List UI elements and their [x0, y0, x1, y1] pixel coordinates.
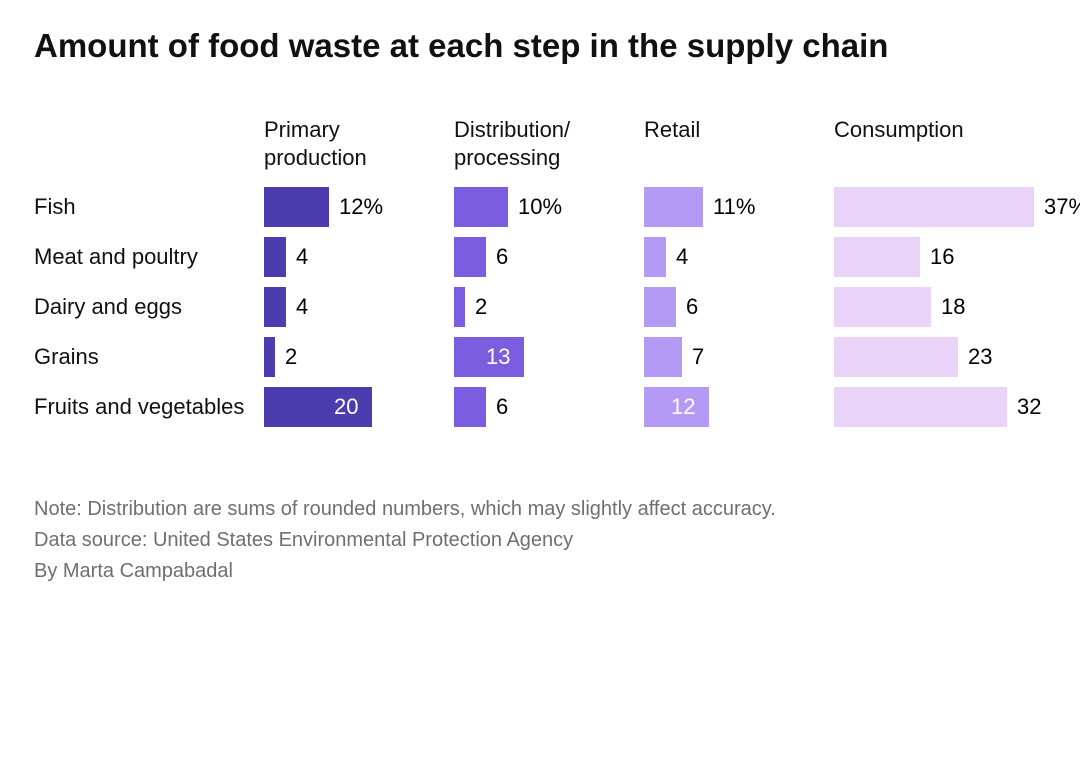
- bar-cell: 12: [644, 382, 834, 432]
- bar: [644, 237, 666, 277]
- bar-value: 6: [496, 394, 508, 420]
- bar: [264, 187, 329, 227]
- bar-cell: 18: [834, 282, 1044, 332]
- bar: [644, 187, 703, 227]
- bar: [644, 337, 682, 377]
- bar-cell: 10%: [454, 182, 644, 232]
- bar-value: 20: [334, 394, 358, 420]
- bar: [454, 287, 465, 327]
- bar-value: 13: [486, 344, 510, 370]
- bar: [834, 337, 958, 377]
- bar: [264, 337, 275, 377]
- bar-value: 37%: [1044, 194, 1080, 220]
- bar-cell: 6: [454, 382, 644, 432]
- bar-cell: 6: [644, 282, 834, 332]
- bar-cell: 13: [454, 332, 644, 382]
- bar-cell: 23: [834, 332, 1044, 382]
- row-label: Grains: [34, 332, 264, 382]
- bar-cell: 6: [454, 232, 644, 282]
- column-header-retail: Retail: [644, 116, 834, 182]
- column-header-distribution: Distribution/processing: [454, 116, 644, 182]
- bar-value: 12%: [339, 194, 383, 220]
- bar-value: 2: [285, 344, 297, 370]
- bar-cell: 32: [834, 382, 1044, 432]
- column-header-consumption: Consumption: [834, 116, 1044, 182]
- bar-value: 4: [296, 294, 308, 320]
- row-label: Dairy and eggs: [34, 282, 264, 332]
- bar-value: 4: [676, 244, 688, 270]
- bar-cell: 2: [264, 332, 454, 382]
- bar-cell: 7: [644, 332, 834, 382]
- bar: [454, 237, 486, 277]
- bar: [644, 287, 676, 327]
- bar-value: 2: [475, 294, 487, 320]
- bar-value: 23: [968, 344, 992, 370]
- row-label: Meat and poultry: [34, 232, 264, 282]
- bar-value: 11%: [713, 194, 755, 220]
- bar-value: 18: [941, 294, 965, 320]
- bar-value: 12: [671, 394, 695, 420]
- bar: [454, 387, 486, 427]
- bar-value: 32: [1017, 394, 1041, 420]
- bar-cell: 4: [644, 232, 834, 282]
- bar: [264, 237, 286, 277]
- bar: [834, 287, 931, 327]
- row-label: Fruits and vegetables: [34, 382, 264, 432]
- chart-title: Amount of food waste at each step in the…: [34, 26, 934, 66]
- bar-value: 7: [692, 344, 704, 370]
- bar-value: 6: [496, 244, 508, 270]
- bar-cell: 37%: [834, 182, 1044, 232]
- bar-cell: 4: [264, 232, 454, 282]
- footer-byline: By Marta Campabadal: [34, 556, 1046, 587]
- bar-cell: 2: [454, 282, 644, 332]
- chart-grid: PrimaryproductionDistribution/processing…: [34, 116, 1046, 432]
- bar-cell: 20: [264, 382, 454, 432]
- bar: [834, 237, 920, 277]
- bar-value: 10%: [518, 194, 562, 220]
- column-header-blank: [34, 116, 264, 182]
- bar-cell: 4: [264, 282, 454, 332]
- row-label: Fish: [34, 182, 264, 232]
- bar: [264, 287, 286, 327]
- footer-note: Note: Distribution are sums of rounded n…: [34, 494, 1046, 525]
- bar-value: 4: [296, 244, 308, 270]
- bar-value: 6: [686, 294, 698, 320]
- column-header-primary: Primaryproduction: [264, 116, 454, 182]
- bar-value: 16: [930, 244, 954, 270]
- bar: [834, 187, 1034, 227]
- chart-footer: Note: Distribution are sums of rounded n…: [34, 494, 1046, 587]
- bar-cell: 16: [834, 232, 1044, 282]
- bar: [834, 387, 1007, 427]
- bar-cell: 11%: [644, 182, 834, 232]
- footer-source: Data source: United States Environmental…: [34, 525, 1046, 556]
- bar-cell: 12%: [264, 182, 454, 232]
- bar: [454, 187, 508, 227]
